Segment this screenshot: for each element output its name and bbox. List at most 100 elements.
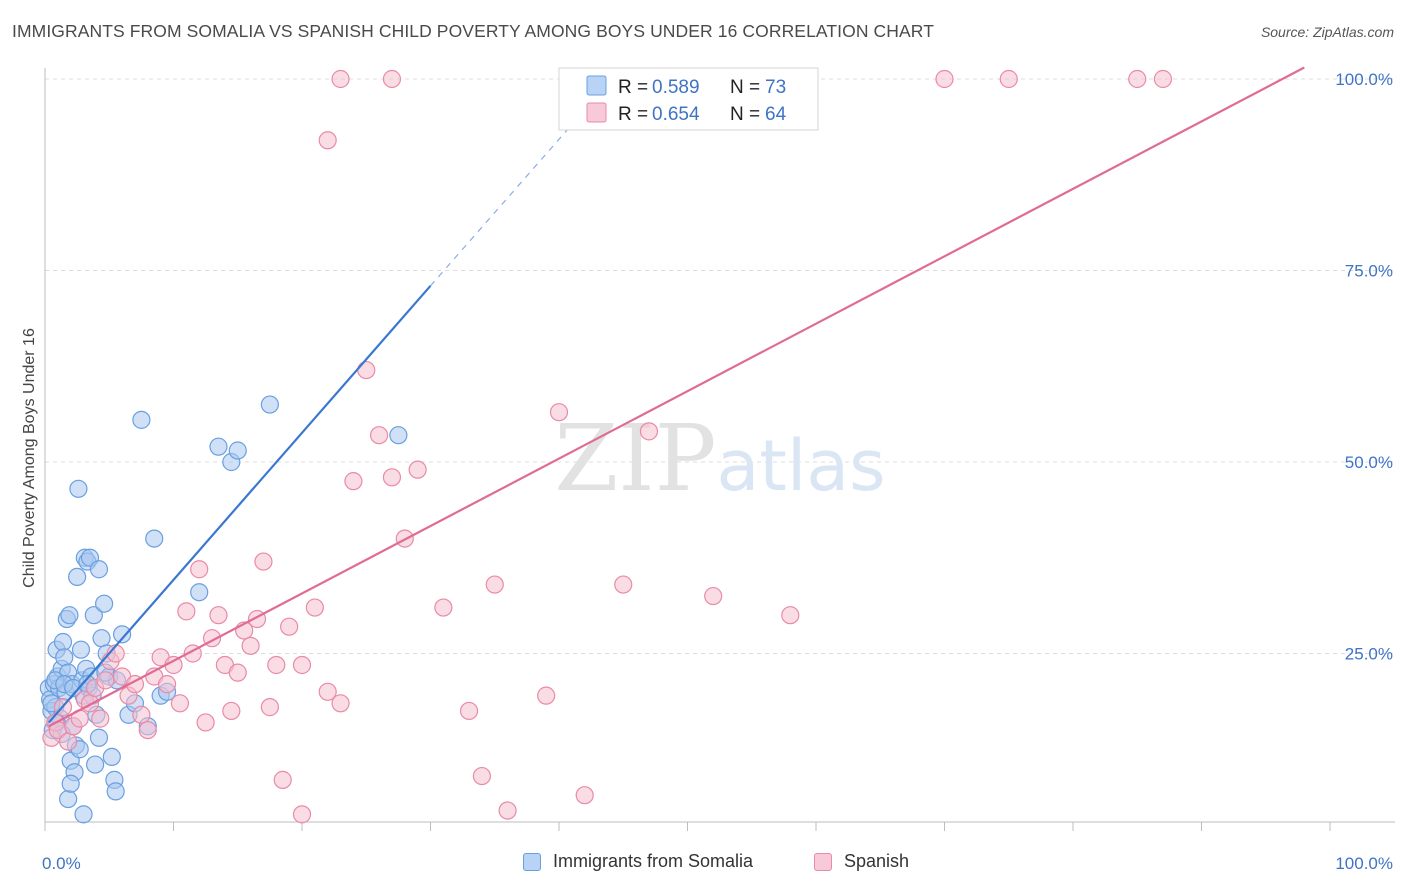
point-1-47 — [370, 426, 389, 445]
point-1-29 — [209, 606, 228, 625]
x-tick-label-1: 100.0% — [1335, 854, 1393, 873]
point-1-51 — [434, 598, 453, 617]
point-1-42 — [305, 598, 324, 617]
point-1-65 — [935, 69, 954, 89]
y-tick-label-2: 75.0% — [1345, 262, 1393, 281]
point-1-26 — [190, 560, 209, 579]
bottom-legend-swatch-somalia — [523, 852, 541, 871]
point-0-57 — [228, 441, 247, 460]
point-1-45 — [344, 472, 363, 491]
point-1-44 — [331, 694, 350, 713]
chart-title: IMMIGRANTS FROM SOMALIA VS SPANISH CHILD… — [12, 21, 935, 41]
watermark-zip: ZIP — [554, 405, 716, 512]
point-1-57 — [575, 786, 594, 805]
point-0-38 — [89, 560, 109, 579]
point-1-24 — [177, 602, 196, 621]
point-1-40 — [280, 617, 299, 636]
point-0-58 — [260, 395, 279, 414]
point-1-52 — [459, 701, 479, 721]
source-credit: Source: ZipAtlas.com — [1260, 24, 1394, 40]
point-1-60 — [704, 586, 723, 606]
point-1-64 — [382, 69, 402, 89]
point-1-31 — [222, 701, 241, 721]
point-1-63 — [331, 69, 350, 89]
point-1-56 — [549, 403, 569, 422]
legend-n-label-spanish: N = — [730, 104, 760, 125]
legend-box: R = 0.589 N = 73 R = 0.654 N = 64 — [558, 67, 819, 131]
gridlines — [45, 78, 1395, 654]
x-tick-label-0: 0.0% — [42, 854, 81, 873]
legend-r-label-spanish: R = — [618, 104, 648, 125]
point-0-60 — [74, 805, 93, 824]
point-1-10 — [91, 709, 110, 728]
point-1-54 — [485, 575, 504, 594]
point-1-18 — [138, 720, 157, 740]
point-1-4 — [59, 732, 78, 751]
legend-n-label-somalia: N = — [730, 77, 760, 98]
point-1-41 — [292, 655, 312, 675]
point-0-49 — [132, 410, 151, 429]
point-1-39 — [273, 770, 292, 789]
trendline-0 — [48, 285, 432, 724]
point-1-8 — [80, 694, 100, 713]
point-1-68 — [1153, 69, 1173, 89]
y-tick-label-3: 100.0% — [1335, 70, 1393, 89]
point-1-17 — [132, 705, 151, 724]
point-0-23 — [69, 479, 88, 498]
bottom-legend-label-spanish: Spanish — [844, 851, 910, 871]
watermark: ZIPatlas — [554, 405, 885, 512]
legend-r-value-somalia: 0.589 — [652, 77, 700, 98]
point-1-32 — [228, 663, 247, 682]
point-1-66 — [999, 69, 1018, 89]
trendline-1 — [48, 66, 1305, 728]
point-0-36 — [86, 755, 105, 774]
watermark-atlas: atlas — [717, 425, 886, 507]
y-tick-labels: 25.0% 50.0% 75.0% 100.0% — [1335, 70, 1393, 664]
legend-r-label-somalia: R = — [618, 77, 648, 98]
point-0-69 — [389, 426, 408, 445]
point-1-37 — [260, 698, 279, 717]
point-0-16 — [60, 606, 79, 625]
point-1-43 — [318, 682, 337, 701]
point-1-69 — [292, 805, 312, 824]
point-1-55 — [498, 801, 517, 820]
point-1-62 — [318, 131, 337, 150]
point-1-50 — [408, 460, 427, 479]
point-1-58 — [614, 575, 633, 594]
point-0-54 — [190, 583, 209, 602]
trend-lines — [48, 66, 1305, 728]
bottom-legend-item-spanish: Spanish — [814, 851, 909, 872]
point-1-23 — [170, 694, 190, 713]
point-0-61 — [89, 728, 109, 747]
bottom-legend-label-somalia: Immigrants from Somalia — [553, 851, 754, 871]
point-0-55 — [209, 437, 228, 456]
legend-n-value-somalia: 73 — [765, 77, 786, 98]
point-0-72 — [61, 774, 80, 793]
point-0-25 — [71, 640, 91, 659]
point-1-11 — [96, 671, 115, 690]
point-0-51 — [145, 529, 164, 548]
point-1-48 — [382, 468, 402, 487]
y-tick-label-0: 25.0% — [1345, 645, 1393, 664]
point-1-36 — [254, 552, 273, 571]
point-0-39 — [92, 629, 111, 648]
point-0-35 — [84, 606, 103, 625]
point-1-70 — [537, 686, 556, 705]
point-1-34 — [241, 636, 260, 655]
point-1-61 — [781, 606, 800, 625]
point-1-67 — [1128, 69, 1147, 89]
x-tick-labels: 0.0% 100.0% — [42, 854, 1393, 873]
point-0-22 — [68, 567, 87, 587]
point-1-21 — [157, 675, 177, 694]
legend-r-value-spanish: 0.654 — [652, 104, 700, 125]
point-0-62 — [106, 782, 125, 801]
legend-swatch-spanish — [586, 102, 607, 123]
bottom-legend-item-somalia: Immigrants from Somalia — [523, 851, 753, 872]
point-1-46 — [357, 360, 376, 380]
bottom-legend-swatch-spanish — [814, 852, 832, 871]
point-0-12 — [55, 648, 74, 667]
trendline-dashed-0 — [430, 116, 579, 287]
legend-swatch-somalia — [586, 75, 607, 96]
bottom-legend: Immigrants from Somalia Spanish — [0, 851, 1406, 879]
point-0-11 — [53, 632, 73, 652]
